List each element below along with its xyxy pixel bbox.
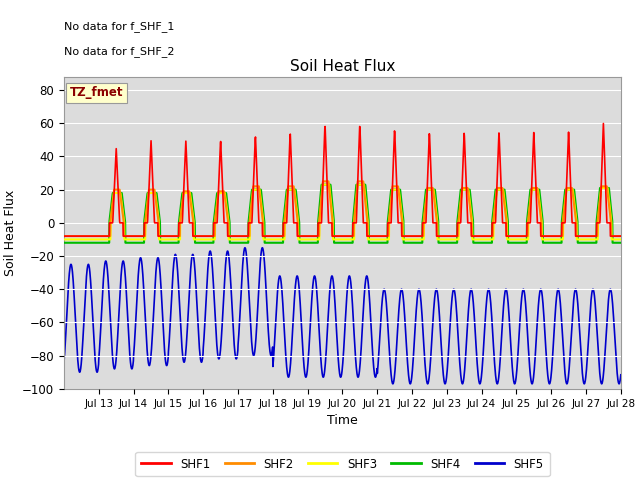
Legend: SHF1, SHF2, SHF3, SHF4, SHF5: SHF1, SHF2, SHF3, SHF4, SHF5	[135, 452, 550, 477]
Text: TZ_fmet: TZ_fmet	[70, 86, 123, 99]
Title: Soil Heat Flux: Soil Heat Flux	[290, 59, 395, 74]
Text: No data for f_SHF_1: No data for f_SHF_1	[64, 21, 174, 32]
X-axis label: Time: Time	[327, 414, 358, 427]
Y-axis label: Soil Heat Flux: Soil Heat Flux	[4, 190, 17, 276]
Text: No data for f_SHF_2: No data for f_SHF_2	[64, 46, 175, 57]
